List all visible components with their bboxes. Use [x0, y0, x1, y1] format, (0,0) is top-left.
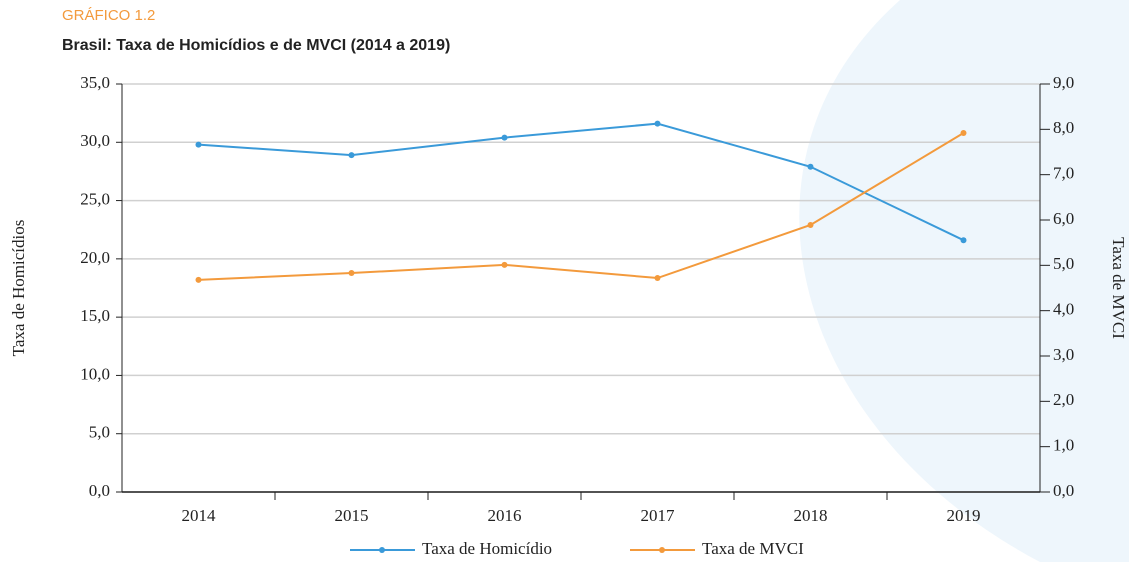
background-shape	[799, 0, 1129, 562]
point	[195, 141, 202, 148]
point	[348, 270, 355, 277]
legend-marker	[379, 547, 385, 553]
legend-label: Taxa de Homicídio	[422, 539, 552, 558]
x-tick-label: 2014	[182, 506, 217, 525]
y-tick-label: 35,0	[80, 73, 110, 92]
series-line	[198, 132, 965, 281]
y-axis-label: Taxa de Homicídios	[9, 220, 28, 357]
y-tick-label: 15,0	[80, 306, 110, 325]
y-tick-label: 25,0	[80, 189, 110, 208]
legend-marker	[659, 547, 665, 553]
point	[348, 152, 355, 159]
point	[654, 275, 661, 282]
y2-tick-label: 8,0	[1053, 118, 1074, 137]
y2-tick-label: 1,0	[1053, 436, 1074, 455]
point	[960, 129, 967, 136]
y2-tick-label: 2,0	[1053, 390, 1074, 409]
point	[501, 261, 508, 268]
point	[960, 237, 967, 244]
x-tick-label: 2015	[335, 506, 369, 525]
y-tick-label: 5,0	[89, 423, 110, 442]
y-tick-label: 30,0	[80, 131, 110, 150]
y2-tick-label: 3,0	[1053, 345, 1074, 364]
series-line	[198, 122, 964, 242]
chart-title: Brasil: Taxa de Homicídios e de MVCI (20…	[62, 37, 450, 54]
y2-axis-label: Taxa de MVCI	[1109, 237, 1128, 339]
y2-tick-label: 5,0	[1053, 254, 1074, 273]
x-tick-label: 2016	[488, 506, 522, 525]
point	[654, 120, 661, 127]
y-tick-label: 0,0	[89, 481, 110, 500]
point	[807, 221, 814, 228]
point	[195, 276, 202, 283]
y2-tick-label: 7,0	[1053, 164, 1074, 183]
x-tick-label: 2019	[947, 506, 981, 525]
y-tick-label: 20,0	[80, 248, 110, 267]
y2-tick-label: 0,0	[1053, 481, 1074, 500]
x-tick-label: 2017	[641, 506, 676, 525]
point	[501, 134, 508, 141]
x-tick-label: 2018	[794, 506, 828, 525]
y2-tick-label: 6,0	[1053, 209, 1074, 228]
legend-label: Taxa de MVCI	[702, 539, 804, 558]
kicker: GRÁFICO 1.2	[62, 7, 155, 24]
y2-tick-label: 4,0	[1053, 300, 1074, 319]
point	[807, 163, 814, 170]
y-tick-label: 10,0	[80, 364, 110, 383]
y2-tick-label: 9,0	[1053, 73, 1074, 92]
